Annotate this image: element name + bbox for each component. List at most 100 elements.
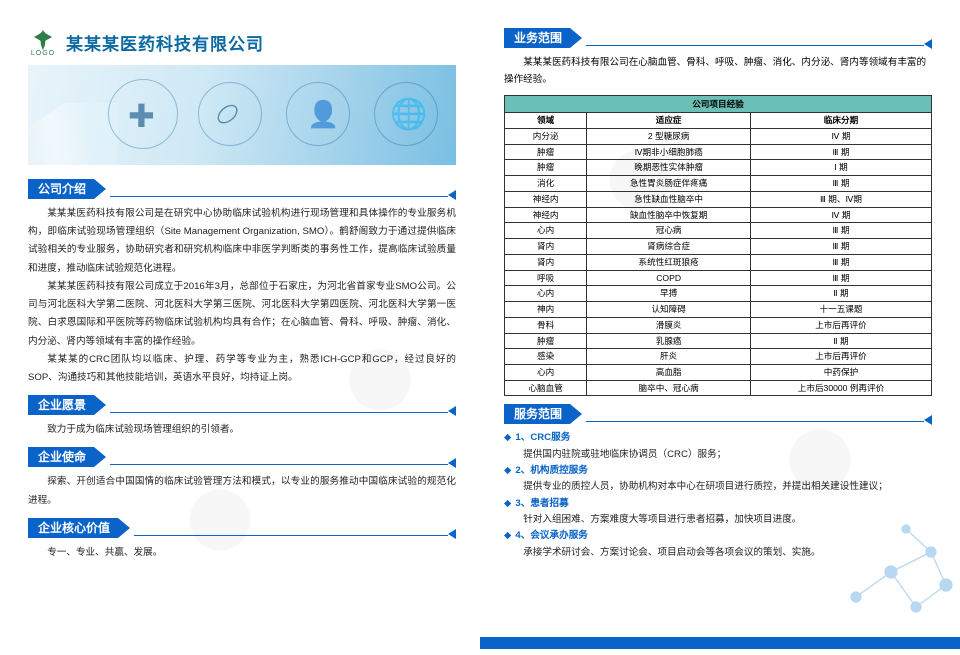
section-title: 公司介绍 [28, 179, 94, 199]
service-item: ◆1、CRC服务提供国内驻院或驻地临床协调员（CRC）服务； [504, 430, 932, 463]
table-cell: 中药保护 [751, 365, 932, 381]
intro-paragraph-1: 某某某医药科技有限公司是在研究中心协助临床试验机构进行现场管理和具体操作的专业服… [28, 205, 456, 278]
logo-icon [28, 28, 58, 52]
service-desc: 提供国内驻院或驻地临床协调员（CRC）服务； [504, 447, 932, 463]
table-cell: 肾病综合症 [587, 239, 751, 255]
service-list: ◆1、CRC服务提供国内驻院或驻地临床协调员（CRC）服务；◆2、机构质控服务提… [504, 430, 932, 560]
table-cell: Ⅲ 期 [751, 239, 932, 255]
section-service-head: 服务范围 [504, 404, 932, 424]
service-item: ◆4、会议承办服务承接学术研讨会、方案讨论会、项目启动会等各项会议的策划、实施。 [504, 528, 932, 561]
service-desc: 针对入组困难、方案难度大等项目进行患者招募，加快项目进度。 [504, 512, 932, 528]
table-cell: 内分泌 [505, 129, 587, 145]
table-cell: 感染 [505, 349, 587, 365]
service-title: ◆2、机构质控服务 [504, 463, 932, 479]
table-header: 适应症 [587, 113, 751, 129]
logo: LOGO [28, 28, 58, 57]
section-title: 企业愿景 [28, 395, 94, 415]
table-cell: 心脑血管 [505, 380, 587, 396]
scope-intro: 某某某医药科技有限公司在心脑血管、骨科、呼吸、肿瘤、消化、内分泌、肾内等领域有丰… [504, 54, 932, 89]
intro-paragraph-2: 某某某医药科技有限公司成立于2016年3月，总部位于石家庄，为河北省首家专业SM… [28, 278, 456, 351]
table-cell: 肝炎 [587, 349, 751, 365]
service-title: ◆3、患者招募 [504, 496, 932, 512]
section-title: 服务范围 [504, 404, 570, 424]
table-cell: 缺血性脑卒中恢复期 [587, 207, 751, 223]
table-cell: 冠心病 [587, 223, 751, 239]
table-cell: Ⅰ 期 [751, 160, 932, 176]
table-cell: 肿瘤 [505, 160, 587, 176]
service-desc: 提供专业的质控人员，协助机构对本中心在研项目进行质控，并提出相关建设性建议； [504, 479, 932, 495]
section-scope-head: 业务范围 [504, 28, 932, 48]
intro-paragraph-3: 某某某的CRC团队均以临床、护理、药学等专业为主，熟悉ICH-GCP和GCP，经… [28, 351, 456, 387]
table-cell: Ⅲ 期 [751, 144, 932, 160]
table-row: 感染肝炎上市后再评价 [505, 349, 932, 365]
table-cell: Ⅳ 期 [751, 129, 932, 145]
table-cell: COPD [587, 270, 751, 286]
table-row: 消化急性胃炎肠症伴疼痛Ⅲ 期 [505, 176, 932, 192]
table-cell: 脑卒中、冠心病 [587, 380, 751, 396]
table-cell: 上市后再评价 [751, 317, 932, 333]
table-cell: 滑膜炎 [587, 317, 751, 333]
table-cell: 骨科 [505, 317, 587, 333]
table-cell: 十一五课题 [751, 302, 932, 318]
table-row: 肿瘤晚期恶性实体肿瘤Ⅰ 期 [505, 160, 932, 176]
header: LOGO 某某某医药科技有限公司 [28, 28, 456, 57]
table-row: 神经内急性缺血性脑卒中Ⅲ 期、Ⅳ期 [505, 191, 932, 207]
service-title: ◆4、会议承办服务 [504, 528, 932, 544]
table-row: 肿瘤乳腺癌Ⅱ 期 [505, 333, 932, 349]
section-title: 业务范围 [504, 28, 570, 48]
table-row: 心脑血管脑卒中、冠心病上市后30000 例再评价 [505, 380, 932, 396]
table-title: 公司项目经验 [505, 95, 932, 113]
section-title: 企业使命 [28, 447, 94, 467]
table-cell: 呼吸 [505, 270, 587, 286]
table-row: 肾内肾病综合症Ⅲ 期 [505, 239, 932, 255]
table-cell: 急性胃炎肠症伴疼痛 [587, 176, 751, 192]
table-cell: Ⅳ 期 [751, 207, 932, 223]
table-cell: 肾内 [505, 239, 587, 255]
globe-icon: 🌐 [390, 97, 427, 132]
table-row: 心内早搏Ⅱ 期 [505, 286, 932, 302]
section-values-head: 企业核心价值 [28, 518, 456, 538]
service-item: ◆2、机构质控服务提供专业的质控人员，协助机构对本中心在研项目进行质控，并提出相… [504, 463, 932, 496]
table-cell: Ⅲ 期、Ⅳ期 [751, 191, 932, 207]
logo-text: LOGO [31, 50, 55, 57]
brochure-spread: LOGO 某某某医药科技有限公司 ✚ ⬭ 👤 🌐 公司介绍 某某某医药科技有限公… [0, 0, 960, 655]
table-row: 肾内系统性红斑狼疮Ⅲ 期 [505, 254, 932, 270]
table-header: 领域 [505, 113, 587, 129]
table-cell: 认知障碍 [587, 302, 751, 318]
table-cell: Ⅲ 期 [751, 223, 932, 239]
table-cell: 早搏 [587, 286, 751, 302]
company-name: 某某某医药科技有限公司 [66, 30, 264, 55]
table-cell: Ⅲ 期 [751, 176, 932, 192]
table-cell: Ⅱ 期 [751, 333, 932, 349]
project-experience-table: 公司项目经验 领域 适应症 临床分期 内分泌2 型糖尿病Ⅳ 期肿瘤Ⅳ期非小细胞肺… [504, 95, 932, 397]
page-right: 业务范围 某某某医药科技有限公司在心脑血管、骨科、呼吸、肿瘤、消化、内分泌、肾内… [480, 0, 960, 655]
table-cell: 高血脂 [587, 365, 751, 381]
page-left: LOGO 某某某医药科技有限公司 ✚ ⬭ 👤 🌐 公司介绍 某某某医药科技有限公… [0, 0, 480, 655]
section-vision-head: 企业愿景 [28, 395, 456, 415]
table-row: 心内高血脂中药保护 [505, 365, 932, 381]
service-desc: 承接学术研讨会、方案讨论会、项目启动会等各项会议的策划、实施。 [504, 545, 932, 561]
hero-banner: ✚ ⬭ 👤 🌐 [28, 65, 456, 165]
table-cell: 上市后再评价 [751, 349, 932, 365]
table-header: 临床分期 [751, 113, 932, 129]
table-row: 呼吸COPDⅢ 期 [505, 270, 932, 286]
table-cell: 神内 [505, 302, 587, 318]
table-cell: Ⅳ期非小细胞肺癌 [587, 144, 751, 160]
table-cell: 神经内 [505, 191, 587, 207]
table-cell: Ⅱ 期 [751, 286, 932, 302]
table-cell: Ⅲ 期 [751, 254, 932, 270]
table-cell: 系统性红斑狼疮 [587, 254, 751, 270]
table-cell: 心内 [505, 286, 587, 302]
table-cell: 2 型糖尿病 [587, 129, 751, 145]
table-cell: 乳腺癌 [587, 333, 751, 349]
table-cell: 肿瘤 [505, 333, 587, 349]
footer-bar [480, 637, 960, 649]
service-item: ◆3、患者招募针对入组困难、方案难度大等项目进行患者招募，加快项目进度。 [504, 496, 932, 529]
table-row: 骨科滑膜炎上市后再评价 [505, 317, 932, 333]
values-text: 专一、专业、共赢、发展。 [28, 544, 456, 562]
section-intro-head: 公司介绍 [28, 179, 456, 199]
vision-text: 致力于成为临床试验现场管理组织的引领者。 [28, 421, 456, 439]
table-cell: 上市后30000 例再评价 [751, 380, 932, 396]
table-cell: 肿瘤 [505, 144, 587, 160]
table-cell: Ⅲ 期 [751, 270, 932, 286]
